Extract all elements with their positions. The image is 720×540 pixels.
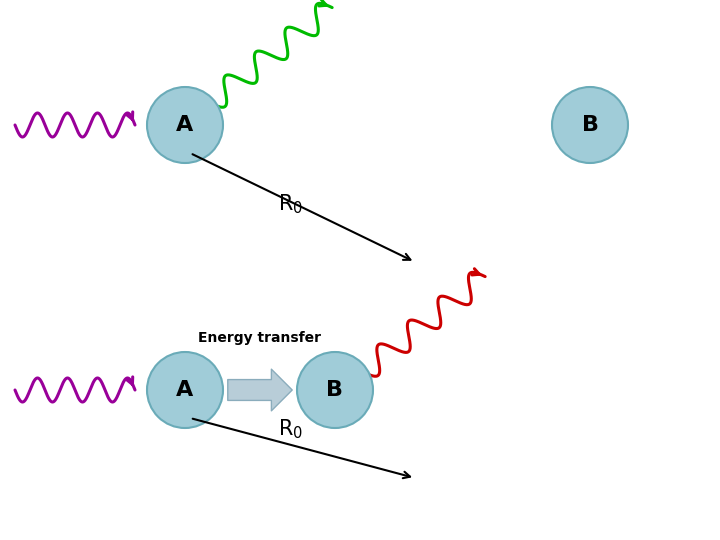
Text: B: B bbox=[326, 380, 343, 400]
Text: R$_0$: R$_0$ bbox=[278, 192, 303, 215]
Circle shape bbox=[147, 352, 223, 428]
Circle shape bbox=[147, 87, 223, 163]
Text: R$_0$: R$_0$ bbox=[278, 417, 303, 441]
Text: A: A bbox=[176, 380, 194, 400]
Text: B: B bbox=[582, 115, 598, 135]
Text: Energy transfer: Energy transfer bbox=[199, 331, 322, 345]
Circle shape bbox=[552, 87, 628, 163]
Text: A: A bbox=[176, 115, 194, 135]
Circle shape bbox=[297, 352, 373, 428]
